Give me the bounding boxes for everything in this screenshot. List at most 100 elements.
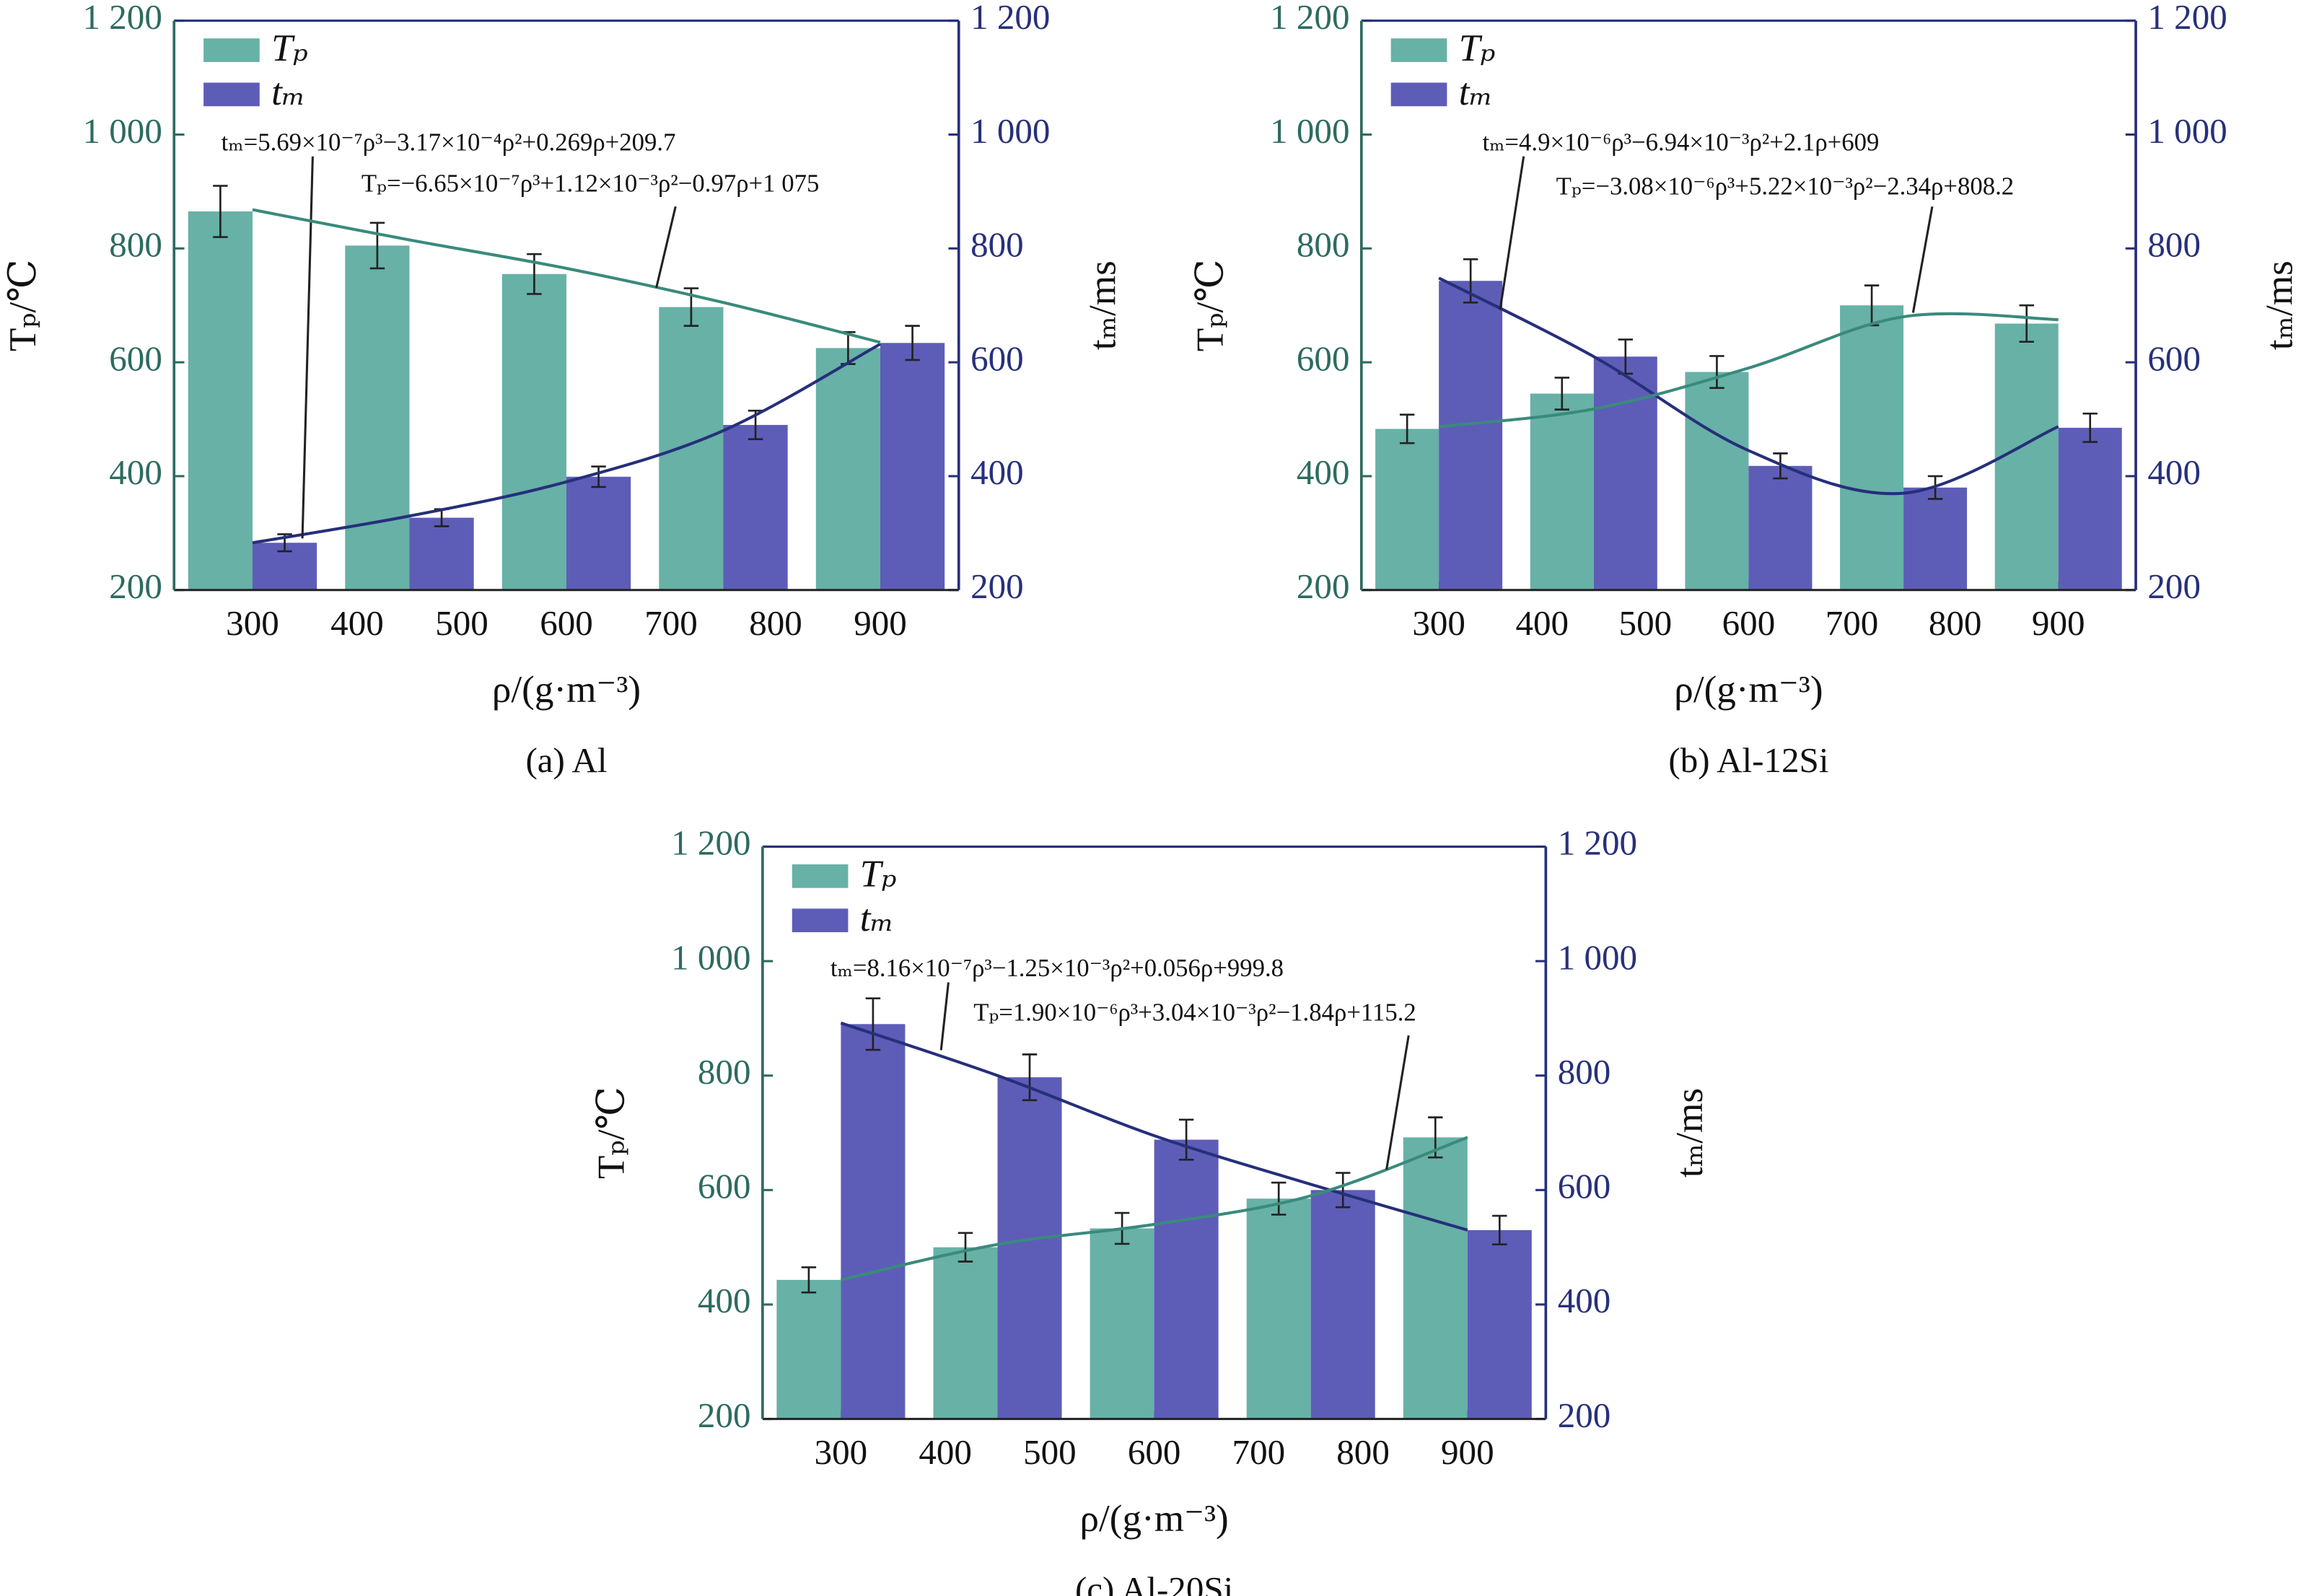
bar: [841, 1024, 906, 1419]
y-tick-label: 200: [109, 566, 162, 606]
bar: [659, 307, 724, 590]
y2-tick-label: 1 200: [1558, 823, 1637, 863]
leader-line: [1385, 1035, 1410, 1170]
y2-tick-label: 600: [1558, 1167, 1611, 1206]
y2-axis-label: tₘ/ms: [1669, 1088, 1711, 1178]
y2-tick-label: 400: [1558, 1281, 1611, 1320]
x-tick-label: 800: [1929, 603, 1982, 643]
bar: [1840, 305, 1904, 590]
x-axis-label: ρ/(g·m⁻³): [492, 669, 641, 711]
bar: [501, 273, 566, 590]
error-bar: [957, 1232, 973, 1263]
fit-line: [840, 1136, 1468, 1281]
legend-swatch: [1390, 82, 1447, 107]
fit-line: [252, 208, 881, 344]
bar: [1090, 1228, 1154, 1419]
fit-equation: Tₚ=−6.65×10⁻⁷ρ³+1.12×10⁻³ρ²−0.97ρ+1 075: [361, 170, 820, 198]
fit-equation: tₘ=5.69×10⁻⁷ρ³−3.17×10⁻⁴ρ²+0.269ρ+209.7: [222, 128, 676, 156]
x-tick-label: 500: [1619, 603, 1673, 643]
y2-tick-label: 800: [2147, 225, 2201, 265]
bar: [1748, 465, 1813, 590]
y-tick-label: 600: [1297, 338, 1350, 378]
error-bar: [213, 185, 228, 238]
x-tick-label: 300: [1412, 603, 1465, 643]
y-tick-label: 400: [109, 452, 162, 492]
y-tick-label: 1 000: [1270, 111, 1349, 151]
x-tick-label: 700: [1826, 603, 1879, 643]
x-tick-label: 600: [1128, 1432, 1181, 1472]
fit-line: [840, 1021, 1468, 1232]
x-axis-label: ρ/(g·m⁻³): [1079, 1498, 1228, 1540]
y2-tick-label: 1 000: [2147, 111, 2227, 151]
bar: [723, 424, 788, 590]
bar: [345, 245, 410, 590]
x-tick-label: 600: [1722, 603, 1776, 643]
bar: [1593, 356, 1657, 590]
x-tick-label: 600: [540, 603, 593, 643]
fit-line: [1438, 276, 2059, 496]
caption: (a) Al: [525, 740, 607, 780]
legend-label: tₘ: [860, 898, 894, 939]
y-tick-label: 400: [698, 1281, 751, 1320]
error-bar: [1709, 355, 1724, 389]
y2-tick-label: 1 200: [970, 0, 1050, 37]
y-axis-label: Tₚ/℃: [2, 259, 44, 351]
x-tick-label: 700: [644, 603, 698, 643]
x-tick-label: 400: [1515, 603, 1569, 643]
y2-tick-label: 200: [970, 566, 1024, 606]
x-tick-label: 800: [1336, 1432, 1390, 1472]
legend-swatch: [203, 38, 260, 62]
error-bar: [2082, 412, 2098, 443]
x-tick-label: 400: [919, 1432, 972, 1472]
y-tick-label: 600: [698, 1167, 751, 1206]
x-tick-label: 900: [854, 603, 907, 643]
legend-label: Tₚ: [860, 854, 897, 895]
y-tick-label: 200: [698, 1395, 751, 1435]
bar: [409, 517, 474, 590]
y2-tick-label: 800: [1558, 1052, 1611, 1092]
x-tick-label: 500: [435, 603, 488, 643]
y2-tick-label: 400: [2147, 452, 2201, 492]
y-tick-label: 800: [109, 225, 162, 265]
caption: (c) Al-20Si: [1075, 1569, 1233, 1596]
x-tick-label: 700: [1232, 1432, 1286, 1472]
y2-tick-label: 1 000: [1558, 937, 1637, 977]
legend-label: Tₚ: [1459, 27, 1496, 69]
legend-swatch: [1390, 38, 1447, 62]
bar: [1467, 1229, 1532, 1419]
y2-tick-label: 800: [970, 225, 1024, 265]
y2-tick-label: 1 200: [2147, 0, 2227, 37]
error-bar: [1554, 377, 1570, 411]
x-tick-label: 900: [2032, 603, 2085, 643]
bar: [933, 1247, 998, 1419]
error-bar: [591, 465, 606, 488]
legend-swatch: [203, 82, 260, 107]
y-tick-label: 600: [109, 338, 162, 378]
bar: [188, 211, 253, 590]
bar: [1994, 323, 2059, 590]
fit-equation: tₘ=8.16×10⁻⁷ρ³−1.25×10⁻³ρ²+0.056ρ+999.8: [830, 954, 1284, 982]
bar: [776, 1279, 841, 1419]
leader-line: [301, 156, 314, 539]
y2-tick-label: 1 000: [970, 111, 1050, 151]
panel: 200 400 600 800 1 000 1 200 200 400 600 800 1 000 1…: [2, 0, 1123, 780]
y-axis-label: Tₚ/℃: [591, 1087, 633, 1179]
y-tick-label: 800: [698, 1052, 751, 1092]
panel: 200 400 600 800 1 000 1 200 200 400 600 800 1 000 1…: [591, 823, 1711, 1596]
y-tick-label: 1 000: [83, 111, 162, 151]
y2-tick-label: 400: [970, 452, 1024, 492]
error-bar: [1178, 1118, 1194, 1161]
error-bar: [1022, 1053, 1038, 1102]
fit-line: [252, 343, 881, 545]
bar: [1375, 429, 1439, 590]
fit-equation: Tₚ=−3.08×10⁻⁶ρ³+5.22×10⁻³ρ²−2.34ρ+808.2: [1556, 172, 2015, 201]
bar: [1310, 1190, 1375, 1419]
error-bar: [865, 997, 881, 1051]
fit-equation: tₘ=4.9×10⁻⁶ρ³−6.94×10⁻³ρ²+2.1ρ+609: [1482, 128, 1879, 156]
leader-line: [1499, 156, 1525, 310]
leader-line: [939, 982, 950, 1051]
y2-tick-label: 200: [1558, 1395, 1611, 1435]
error-bar: [2019, 304, 2034, 343]
bar: [1685, 372, 1749, 590]
